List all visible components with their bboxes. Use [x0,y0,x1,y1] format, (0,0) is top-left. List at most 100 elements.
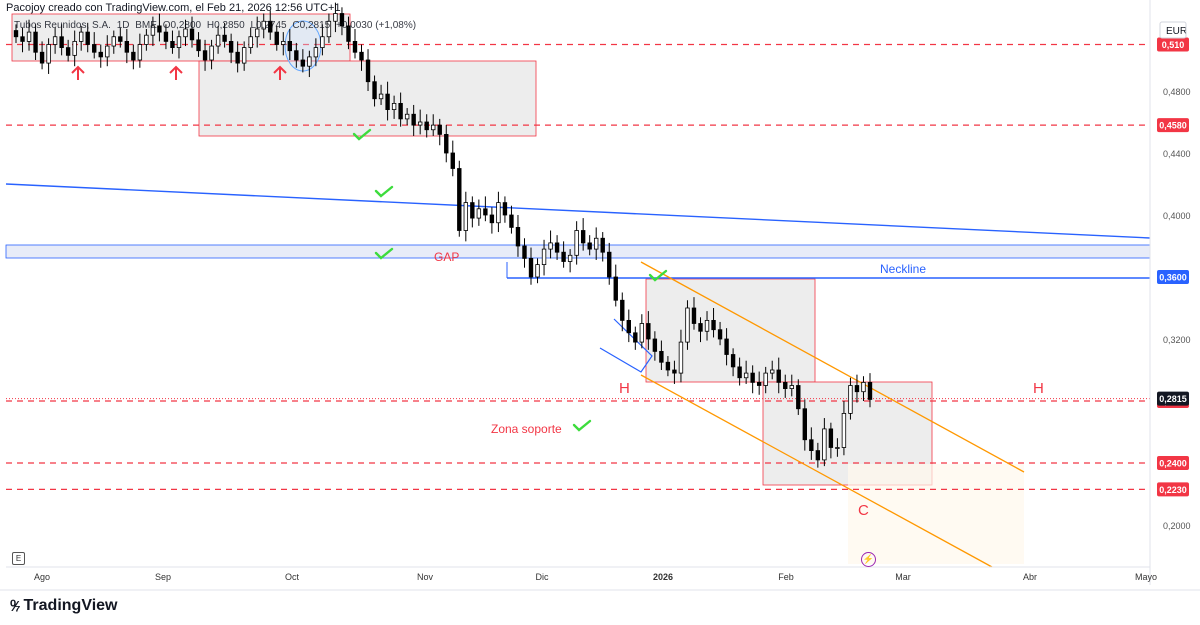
candle [411,104,416,136]
candle [756,371,762,395]
candle-body [105,45,110,58]
legend-company[interactable]: Tubos Reunidos, S.A. [14,20,111,31]
last-price-tag [1157,391,1189,406]
candle [391,95,397,119]
candle-body [320,36,325,49]
candle-body [346,25,351,42]
candle [730,348,736,377]
gap-label: GAP [434,250,459,264]
candle-body [268,20,273,33]
check-icon [374,185,394,198]
currency-label[interactable]: EUR [1166,26,1187,37]
candle-body [815,450,821,461]
legend-change: +0,0030 (+1,08%) [336,20,417,31]
candle-body [659,350,664,363]
candle-body [241,47,247,64]
candle [594,227,599,260]
candle [189,16,195,48]
candle [294,42,299,68]
y-tick-label: 0,4800 [1163,87,1191,97]
candle-body [92,44,97,53]
candle [698,317,703,343]
candle [450,140,455,177]
candle-body [65,47,71,56]
candle [417,109,423,135]
candle-body [646,323,651,340]
candle [783,374,788,398]
candle-body [835,447,840,449]
candle-body [841,412,847,448]
candle-body [691,307,697,324]
lightning-event-icon[interactable]: ⚡ [861,552,876,567]
candle [352,29,358,59]
candle-body [228,41,234,53]
candle-body [378,93,384,100]
candle-body [59,36,64,49]
candle [796,379,801,415]
candle-body [411,113,416,126]
candle-body [717,329,723,340]
candle-body [85,31,90,45]
price-level-tag [1157,482,1189,497]
candle [78,25,84,51]
candle-body [554,242,560,253]
candle [261,13,266,39]
candle [522,238,527,268]
candle-body [509,214,514,228]
candle-body [124,41,130,53]
candle-body [398,103,403,120]
candle [176,30,182,59]
legend-interval: 1D [116,20,130,31]
candle-body [170,41,175,49]
candle-body [281,41,286,45]
candle [111,30,116,54]
candle-body [424,121,429,131]
candle-body [404,113,410,120]
candle [65,39,71,62]
candle [372,75,377,107]
candle [776,357,781,394]
candle-body [287,41,292,52]
candle [626,309,631,343]
candle-body [13,30,19,38]
candle-body [339,13,345,27]
candle [333,2,338,33]
candle-body [150,25,156,36]
candle [861,376,866,401]
candle-body [561,251,566,262]
y-tick-label: 0,3200 [1163,335,1191,345]
candle [652,331,658,361]
price-level-tag [1157,118,1189,133]
candle-body [848,385,853,414]
chart-attribution: Pacojoy creado con TradingView.com, el F… [6,2,341,14]
events-toggle-icon[interactable]: E [12,552,25,565]
candle-body [541,248,547,266]
up-arrow-icon [273,65,287,80]
candle-body [118,36,123,42]
candle [437,118,442,146]
legend-open: O0,2800 [162,20,202,31]
candle [828,422,834,459]
zone-head-left [645,278,816,383]
candle-body [144,34,149,45]
brand-name: TradingView [23,597,118,614]
candle-body [261,20,266,30]
check-icon [648,269,668,282]
blue-trendline [5,183,1151,239]
candle [854,374,860,403]
candle [711,308,716,338]
candle [835,438,840,457]
candle [105,35,110,67]
candle-body [26,31,32,42]
candle-body [822,428,827,461]
candle [580,218,586,251]
check-icon [572,419,592,432]
candle-body [678,341,684,374]
candle [46,38,51,74]
candle [163,24,169,50]
candle [287,29,292,60]
candle [385,81,390,121]
candle-body [98,51,103,58]
candle [150,16,156,47]
